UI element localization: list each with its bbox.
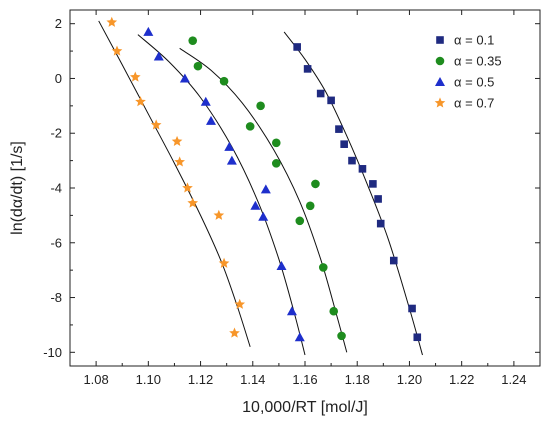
data-point-series-2 [294,332,305,342]
x-tick-label: 1.16 [292,372,317,387]
y-tick-label: -2 [50,126,62,141]
x-tick-label: 1.08 [83,372,108,387]
data-point-series-0 [358,165,367,173]
data-point-series-2 [200,96,211,106]
data-point-series-3 [106,16,118,27]
y-tick-label: -10 [43,345,62,360]
legend-marker-3 [434,97,446,108]
data-point-series-3 [129,71,141,82]
legend: α = 0.1 α = 0.35 α = 0.5 α = 0.7 [434,33,502,111]
y-tick-label: 0 [55,71,62,86]
data-point-series-2 [226,155,237,165]
axis-ticks: 1.08 1.10 1.12 1.14 1.16 1.18 1.20 1.22 1.24 2 0 -2… [43,10,540,387]
x-tick-label: 1.22 [449,372,474,387]
data-point-series-0 [327,96,335,105]
legend-marker-0 [436,36,444,44]
data-point-series-3 [182,182,193,193]
data-point-series-0 [369,180,377,188]
data-point-series-0 [374,195,382,203]
data-point-series-1 [219,76,229,86]
fit-lines [98,20,423,356]
fit-line-series-3 [98,20,251,347]
data-point-series-0 [340,140,348,148]
data-point-series-3 [213,209,225,220]
data-point-series-2 [250,200,261,210]
legend-marker-1 [435,56,445,66]
data-point-series-3 [111,45,123,56]
data-point-series-2 [143,26,154,36]
data-point-series-1 [305,201,315,211]
legend-label-3: α = 0.7 [454,96,494,111]
data-points [106,16,422,342]
x-axis-label: 10,000/RT [mol/J] [242,399,368,416]
data-point-series-2 [153,51,164,61]
y-tick-label: -6 [50,235,62,250]
data-point-series-0 [293,43,301,51]
data-point-series-1 [295,216,305,226]
data-point-series-1 [271,159,281,168]
legend-label-2: α = 0.5 [454,75,494,90]
data-point-series-1 [245,122,255,131]
data-point-series-2 [224,141,235,151]
data-point-series-0 [408,304,416,313]
data-point-series-3 [150,119,162,130]
x-tick-label: 1.24 [501,372,526,387]
data-point-series-2 [258,211,269,221]
data-point-series-0 [348,156,356,165]
data-point-series-1 [329,306,339,316]
legend-label-0: α = 0.1 [454,33,494,48]
data-point-series-1 [337,331,346,341]
y-axis-label: ln(dα/dt) [1/s] [9,141,26,235]
data-point-series-2 [286,306,297,316]
data-point-series-0 [376,219,385,228]
x-tick-label: 1.12 [188,372,213,387]
data-point-series-2 [260,184,271,194]
data-point-series-1 [256,101,265,111]
data-point-series-2 [206,115,216,125]
x-tick-label: 1.20 [397,372,422,387]
data-point-series-3 [187,197,199,208]
data-point-series-0 [335,125,343,133]
data-point-series-1 [271,138,281,148]
y-tick-label: -8 [50,290,62,305]
data-point-series-3 [218,257,230,268]
data-point-series-2 [179,73,190,83]
data-point-series-1 [193,61,203,71]
data-point-series-1 [311,179,320,189]
data-point-series-3 [229,327,240,338]
x-tick-label: 1.10 [136,372,161,387]
data-point-series-0 [303,65,312,73]
data-point-series-3 [135,96,146,107]
x-tick-label: 1.18 [345,372,370,387]
legend-marker-2 [435,77,445,86]
y-tick-label: -4 [50,181,62,196]
data-point-series-0 [413,333,422,342]
data-point-series-0 [389,256,398,265]
data-point-series-1 [188,36,198,45]
x-tick-label: 1.14 [240,372,265,387]
data-point-series-0 [316,89,325,98]
data-point-series-1 [318,263,328,272]
fit-line-series-0 [283,31,423,356]
data-point-series-3 [171,135,183,146]
y-tick-label: 2 [55,16,62,31]
data-point-series-2 [276,261,287,271]
legend-label-1: α = 0.35 [454,54,502,69]
data-point-series-3 [174,156,185,167]
data-point-series-3 [234,298,246,309]
